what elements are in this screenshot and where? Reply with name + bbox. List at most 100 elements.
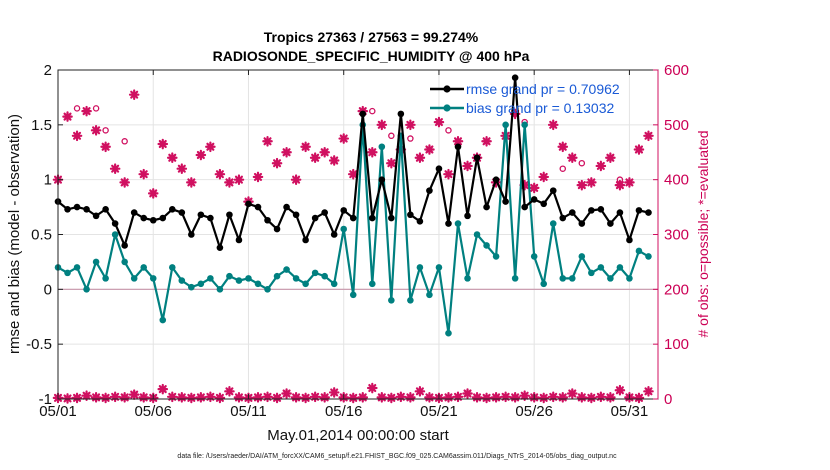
obs-evaluated-marker xyxy=(195,149,207,161)
rmse-point xyxy=(102,205,109,213)
tick-layer: 05/01 05/06 05/11 05/16 05/21 05/26 05/31 -1 -0.… xyxy=(26,62,689,420)
rmse-point xyxy=(121,242,128,249)
obs-evaluated-marker xyxy=(157,383,169,395)
obs-possible-marker xyxy=(73,105,81,112)
rmse-point xyxy=(235,236,243,244)
rmse-point xyxy=(635,207,643,214)
obs-evaluated-marker xyxy=(500,391,511,403)
obs-evaluated-marker xyxy=(471,392,483,403)
obs-evaluated-marker xyxy=(424,144,435,155)
obs-evaluated-marker xyxy=(176,163,188,174)
obs-evaluated-marker xyxy=(328,387,340,398)
rmse-point xyxy=(168,205,176,213)
obs-evaluated-marker xyxy=(195,392,207,403)
obs-evaluated-marker xyxy=(605,392,616,403)
bias-point xyxy=(473,231,481,238)
bias-point xyxy=(483,242,490,249)
rmse-point xyxy=(207,214,214,222)
rmse-point xyxy=(178,209,186,216)
y2-tick-label: 0 xyxy=(664,391,672,408)
bias-point xyxy=(188,283,195,291)
obs-evaluated-marker xyxy=(347,168,359,180)
obs-evaluated-marker xyxy=(547,119,559,131)
rmse-point xyxy=(435,165,443,172)
chart-title-line1: Tropics 27363 / 27563 = 99.274% xyxy=(264,29,479,45)
rmse-point xyxy=(511,74,519,81)
rmse-point xyxy=(607,220,614,227)
obs-evaluated-marker xyxy=(538,392,550,404)
obs-evaluated-marker xyxy=(462,160,473,172)
rmse-point xyxy=(492,176,500,183)
rmse-point xyxy=(559,214,567,222)
data-layer xyxy=(52,74,654,404)
y2-tick-label: 100 xyxy=(664,336,689,353)
obs-evaluated-marker xyxy=(166,391,178,403)
obs-possible-marker xyxy=(445,127,452,134)
bias-point xyxy=(616,264,624,271)
obs-evaluated-marker xyxy=(319,146,330,158)
obs-evaluated-marker xyxy=(205,391,216,403)
rmse-point xyxy=(92,212,100,220)
x-axis-label: May.01,2014 00:00:00 start xyxy=(267,427,449,444)
bias-point xyxy=(549,220,557,227)
chart-title-line2: RADIOSONDE_SPECIFIC_HUMIDITY @ 400 hPa xyxy=(213,48,530,64)
bias-point xyxy=(121,258,128,266)
bias-point xyxy=(130,275,138,282)
bias-point xyxy=(416,264,424,271)
rmse-point xyxy=(540,200,548,208)
obs-possible-marker xyxy=(578,159,586,167)
obs-evaluated-marker xyxy=(605,152,616,164)
obs-evaluated-marker xyxy=(386,157,397,169)
rmse-point xyxy=(597,205,605,213)
obs-evaluated-marker xyxy=(366,146,378,158)
y-tick-label: 0.5 xyxy=(31,227,52,244)
obs-evaluated-marker xyxy=(643,386,654,397)
obs-evaluated-marker xyxy=(509,108,521,120)
rmse-point xyxy=(645,209,652,216)
bias-point xyxy=(216,286,224,293)
obs-evaluated-marker xyxy=(547,391,559,403)
obs-evaluated-marker xyxy=(576,179,588,191)
bias-point xyxy=(445,329,452,337)
obs-evaluated-marker xyxy=(528,182,540,194)
rmse-point xyxy=(311,214,319,222)
obs-evaluated-marker xyxy=(595,160,607,172)
obs-evaluated-marker xyxy=(576,392,588,403)
bias-point xyxy=(273,272,281,280)
obs-evaluated-marker xyxy=(90,392,102,403)
y2-tick-label: 200 xyxy=(664,281,689,298)
bias-point xyxy=(578,253,586,260)
bias-point xyxy=(226,272,233,280)
obs-evaluated-marker xyxy=(624,177,635,188)
obs-evaluated-marker xyxy=(90,125,102,136)
y2-tick-label: 600 xyxy=(664,62,689,79)
obs-possible-marker xyxy=(559,165,567,172)
obs-evaluated-marker xyxy=(386,392,397,404)
obs-evaluated-marker xyxy=(100,392,111,404)
rmse-point xyxy=(73,203,81,211)
rmse-point xyxy=(502,198,509,205)
obs-evaluated-marker xyxy=(109,163,121,174)
obs-evaluated-marker xyxy=(414,152,426,164)
x-tick-label: 05/16 xyxy=(325,403,363,420)
x-tick-label: 05/26 xyxy=(515,403,553,420)
bias-point xyxy=(626,275,633,282)
rmse-point xyxy=(330,231,338,238)
bias-point xyxy=(435,264,443,271)
bias-point xyxy=(521,121,528,129)
bias-point xyxy=(264,286,271,293)
rmse-point xyxy=(397,110,405,118)
obs-evaluated-marker xyxy=(481,135,492,147)
obs-evaluated-marker xyxy=(300,141,311,153)
rmse-point xyxy=(530,196,538,203)
bias-point xyxy=(340,225,348,233)
bias-point xyxy=(235,277,243,284)
bias-series-line xyxy=(57,123,650,335)
bias-point xyxy=(464,275,471,282)
obs-evaluated-marker xyxy=(62,393,73,404)
obs-evaluated-marker xyxy=(309,152,321,164)
rmse-point xyxy=(349,214,357,222)
legend: rmse grand pr = 0.70962 bias grand pr = … xyxy=(430,81,620,116)
obs-evaluated-marker xyxy=(71,392,83,404)
